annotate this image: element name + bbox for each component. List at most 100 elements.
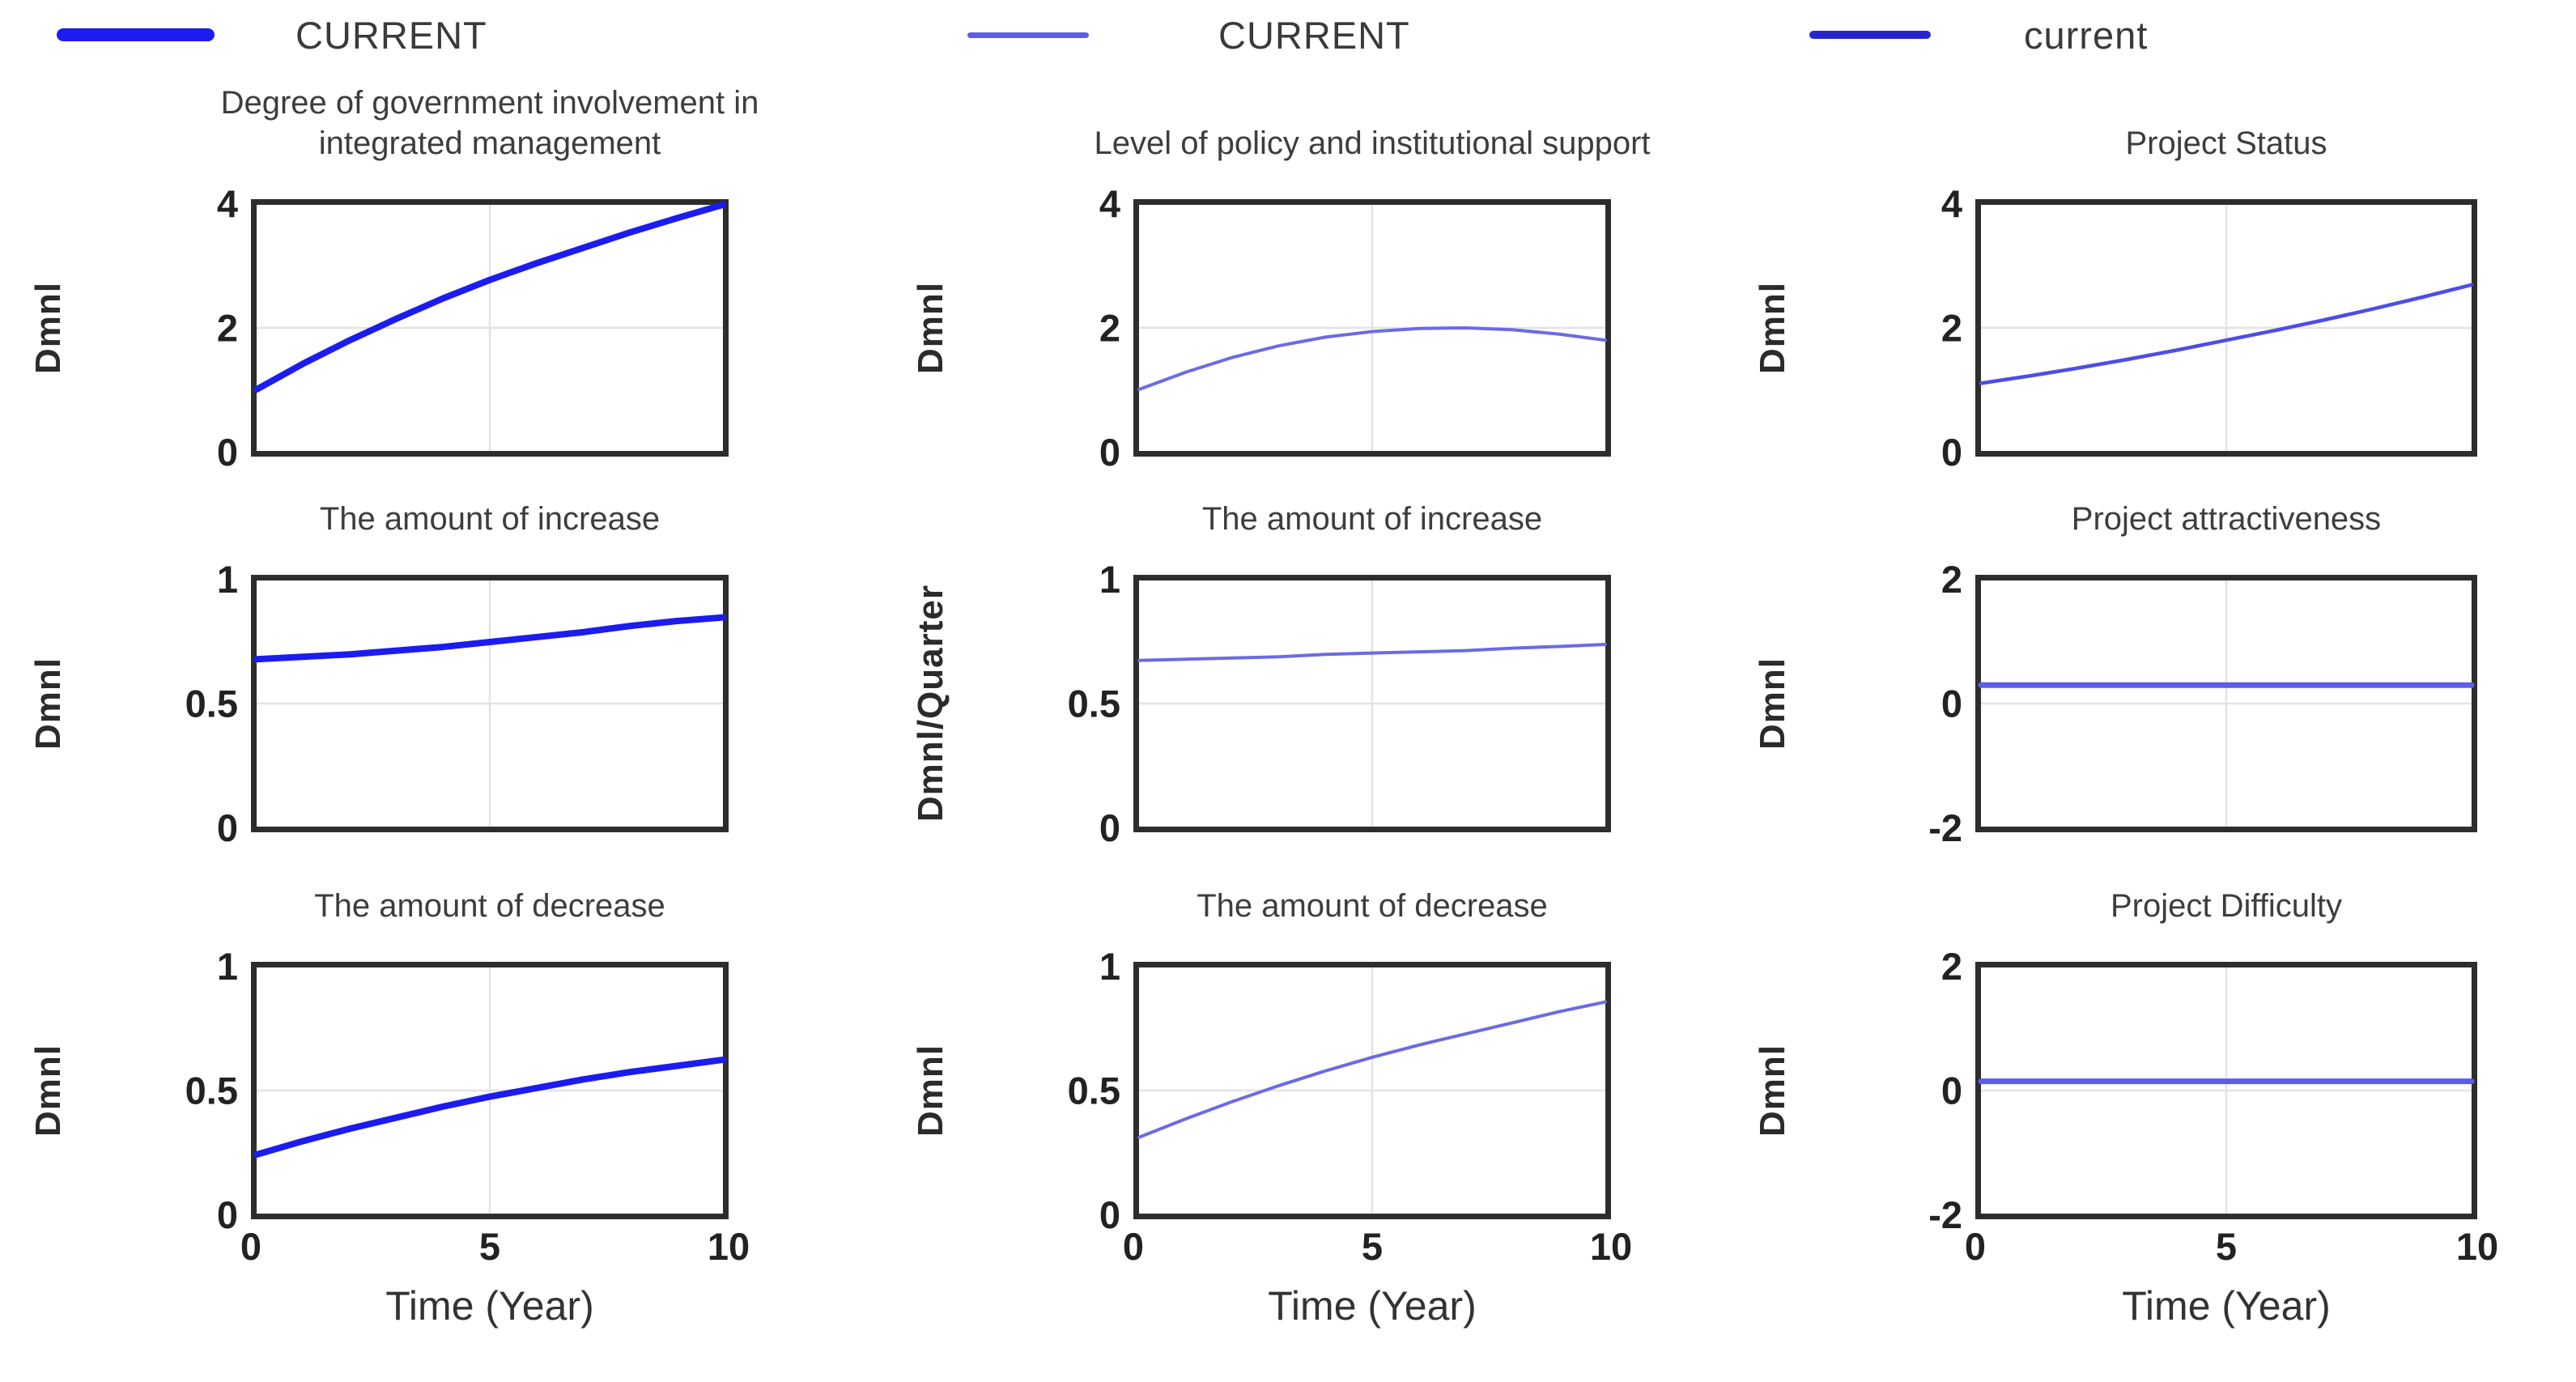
y-axis-label: Dmnl/Quarter	[911, 585, 950, 823]
x-axis: 0 5 10 Time (Year)	[1965, 1219, 2498, 1329]
y-tick-label: 0	[216, 431, 238, 474]
x-tick-label: 5	[478, 1225, 501, 1268]
y-tick-label: 0.5	[1067, 1069, 1120, 1112]
y-tick-label: 1	[1099, 945, 1120, 988]
series-line	[1139, 644, 1605, 661]
x-axis-title: Time (Year)	[2122, 1283, 2331, 1329]
y-tick-label: 0	[216, 806, 238, 849]
y-axis-label: Dmnl	[911, 282, 950, 374]
x-axis-ticks: 0 5 10	[1123, 1224, 1632, 1274]
chart-title: Degree of government involvement in inte…	[220, 85, 759, 161]
y-axis-ticks: 2 0 -2	[1813, 945, 1975, 1236]
y-axis-ticks: 1 0.5 0	[971, 558, 1133, 849]
x-tick-label: 10	[1589, 1225, 1633, 1268]
y-axis-ticks: 4 2 0	[89, 182, 251, 474]
line-plot	[257, 967, 723, 1214]
y-tick-label: 2	[216, 306, 238, 350]
series-line	[1139, 1002, 1605, 1137]
chart-title: The amount of decrease	[314, 888, 665, 924]
legend-line-sample	[57, 28, 215, 41]
chart-column-2: CURRENT Level of policy and institutiona…	[858, 0, 1700, 1382]
y-tick-label: 0	[1099, 431, 1120, 474]
chart-policy-institutional-support: Level of policy and institutional suppor…	[891, 60, 1700, 474]
x-axis-title: Time (Year)	[385, 1283, 594, 1329]
x-axis: 0 5 10 Time (Year)	[1123, 1219, 1632, 1329]
chart-amount-of-increase-1: The amount of increase Dmnl 1 0.5 0	[8, 492, 858, 849]
x-axis: 0 5 10 Time (Year)	[240, 1219, 750, 1329]
legend-label: CURRENT	[1218, 13, 1410, 57]
line-plot	[1139, 580, 1605, 827]
legend-column-3: current	[1809, 10, 2576, 60]
y-tick-label: -2	[1928, 806, 1962, 849]
line-plot	[257, 580, 723, 827]
line-plot	[1981, 580, 2472, 827]
y-tick-label: 0	[1941, 682, 1962, 725]
x-axis-title: Time (Year)	[1268, 1283, 1477, 1329]
y-tick-label: 1	[216, 945, 238, 988]
y-axis-ticks: 2 0 -2	[1813, 558, 1975, 849]
series-line	[257, 1060, 723, 1155]
plot-area	[1975, 962, 2477, 1219]
y-axis-label: Dmnl	[911, 1044, 950, 1137]
y-tick-label: 0	[1099, 806, 1120, 849]
y-tick-label: 0	[1099, 1193, 1120, 1236]
series-line	[257, 205, 723, 389]
plot-area	[251, 962, 729, 1219]
y-axis-label: Dmnl	[28, 657, 68, 750]
y-tick-label: 2	[1941, 945, 1962, 988]
y-axis-label: Dmnl	[28, 1044, 68, 1137]
legend-line-sample	[967, 32, 1089, 38]
x-axis-ticks: 0 5 10	[1965, 1224, 2498, 1274]
y-tick-label: 2	[1941, 558, 1962, 601]
y-axis-ticks: 1 0.5 0	[971, 945, 1133, 1236]
y-tick-label: 0.5	[1067, 682, 1120, 725]
series-line	[257, 618, 723, 660]
x-tick-label: 10	[2455, 1225, 2499, 1268]
y-axis-label: Dmnl	[1753, 657, 1792, 750]
y-tick-label: 0.5	[185, 1069, 238, 1112]
chart-amount-of-increase-2: The amount of increase Dmnl/Quarter 1 0.…	[891, 492, 1700, 849]
x-tick-label: 0	[1964, 1225, 1987, 1268]
chart-project-difficulty: Project Difficulty Dmnl 2 0 -2	[1732, 879, 2576, 1236]
chart-amount-of-decrease-1: The amount of decrease Dmnl 1 0.5 0	[8, 879, 858, 1236]
y-tick-label: 0.5	[185, 682, 238, 725]
legend-column-2: CURRENT	[967, 10, 1700, 60]
x-tick-label: 10	[707, 1225, 750, 1268]
line-plot	[1139, 205, 1605, 451]
plot-area	[1133, 962, 1611, 1219]
chart-amount-of-decrease-2: The amount of decrease Dmnl 1 0.5 0	[891, 879, 1700, 1236]
y-axis-label: Dmnl	[1753, 1044, 1792, 1137]
plot-area	[251, 575, 729, 832]
y-axis-label: Dmnl	[1753, 282, 1792, 374]
plot-area	[1975, 575, 2477, 832]
x-tick-label: 0	[1122, 1225, 1145, 1268]
y-tick-label: -2	[1928, 1193, 1962, 1236]
y-axis-ticks: 1 0.5 0	[89, 558, 251, 849]
line-plot	[1981, 205, 2472, 451]
y-tick-label: 1	[216, 558, 238, 601]
chart-project-attractiveness: Project attractiveness Dmnl 2 0 -2	[1732, 492, 2576, 849]
line-plot	[1139, 967, 1605, 1214]
legend-line-sample	[1809, 31, 1931, 39]
chart-title: Level of policy and institutional suppor…	[1094, 125, 1651, 161]
y-axis-ticks: 1 0.5 0	[89, 945, 251, 1236]
legend-label: CURRENT	[295, 13, 487, 57]
y-axis-label: Dmnl	[28, 282, 68, 374]
y-tick-label: 2	[1099, 306, 1120, 350]
chart-title: The amount of increase	[1201, 501, 1543, 537]
y-tick-label: 0	[216, 1193, 238, 1236]
plot-area	[1975, 199, 2477, 457]
y-tick-label: 0	[1941, 1069, 1962, 1112]
chart-project-status: Project Status Dmnl 4 2 0	[1732, 60, 2576, 474]
x-axis-ticks: 0 5 10	[240, 1224, 750, 1274]
x-tick-label: 5	[2215, 1225, 2238, 1268]
chart-column-3: current Project Status Dmnl 4 2 0	[1700, 0, 2576, 1382]
chart-government-involvement: Degree of government involvement in inte…	[8, 60, 858, 474]
legend-column-1: CURRENT	[57, 10, 858, 60]
y-axis-ticks: 4 2 0	[971, 182, 1133, 474]
chart-title: Project Difficulty	[2110, 888, 2342, 924]
x-tick-label: 0	[240, 1225, 262, 1268]
line-plot	[1981, 967, 2472, 1214]
chart-title: The amount of increase	[319, 501, 661, 537]
